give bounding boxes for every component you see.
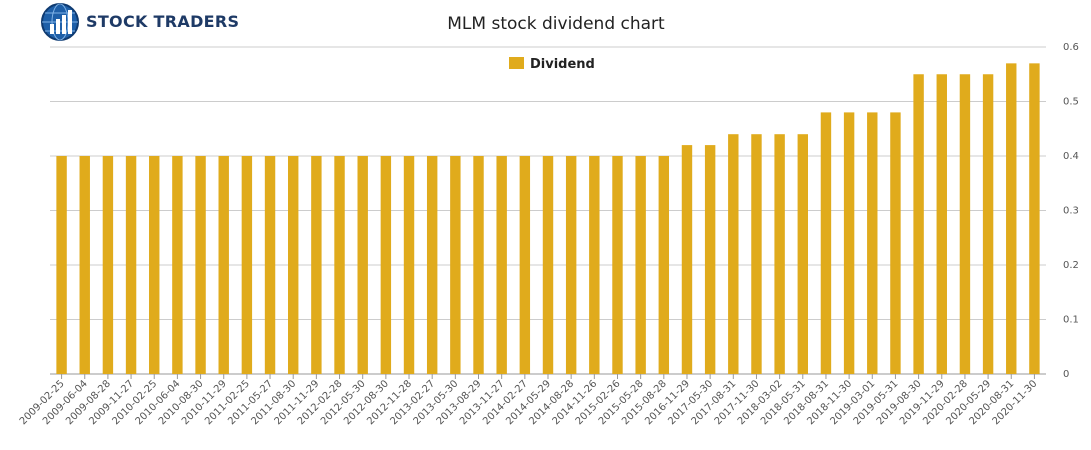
bar-2012-08-30 — [380, 156, 392, 374]
bar-2013-02-27 — [426, 156, 438, 374]
bar-2019-11-29 — [936, 74, 947, 374]
bar-2014-02-27 — [519, 156, 531, 374]
bars — [56, 63, 1040, 375]
bar-2013-05-30 — [450, 156, 461, 374]
bar-2010-11-29 — [218, 156, 229, 374]
bar-2020-02-28 — [959, 74, 971, 374]
bar-2011-08-30 — [288, 156, 299, 374]
bar-2010-06-04 — [172, 156, 183, 374]
bar-2018-05-31 — [797, 134, 808, 374]
y-axis-ticks: 0 0.1 0.2 0.3 0.4 0.5 0.6 — [1063, 42, 1079, 380]
bar-2009-02-25 — [56, 156, 67, 374]
bar-2011-11-29 — [311, 156, 322, 374]
bar-2011-02-25 — [241, 156, 253, 374]
bar-2019-05-31 — [890, 112, 901, 375]
bar-2015-05-28 — [635, 156, 646, 374]
x-axis-ticks: 2009-02-252009-06-042009-08-282009-11-27… — [18, 374, 1040, 427]
bar-2017-11-30 — [751, 134, 762, 374]
legend-swatch — [509, 57, 524, 69]
globe-chart-icon — [41, 3, 79, 41]
bar-2009-08-28 — [102, 156, 114, 374]
bar-2013-08-29 — [473, 156, 484, 374]
bar-2017-08-31 — [728, 134, 739, 374]
bar-2015-08-28 — [658, 156, 670, 374]
bar-2012-11-28 — [403, 156, 415, 374]
bar-2014-11-26 — [589, 156, 600, 374]
y-tick-label: 0.1 — [1063, 315, 1079, 326]
bar-2016-11-29 — [681, 145, 693, 374]
bar-2019-08-30 — [913, 74, 924, 374]
bar-2009-06-04 — [79, 156, 90, 374]
y-tick-label: 0.5 — [1063, 97, 1079, 108]
y-tick-label: 0 — [1063, 369, 1069, 380]
bar-2009-11-27 — [125, 156, 137, 374]
bar-2010-02-25 — [149, 156, 160, 374]
y-tick-label: 0.6 — [1063, 42, 1079, 53]
bar-2014-08-28 — [565, 156, 577, 374]
chart-title: MLM stock dividend chart — [447, 14, 665, 34]
y-tick-label: 0.2 — [1063, 260, 1079, 271]
bar-2012-05-30 — [357, 156, 368, 374]
bar-2012-02-28 — [334, 156, 345, 374]
y-tick-label: 0.3 — [1063, 206, 1079, 217]
legend-label: Dividend — [530, 57, 595, 72]
bar-2018-11-30 — [843, 112, 855, 375]
bar-2018-08-31 — [820, 112, 832, 375]
bar-2011-05-27 — [264, 156, 276, 374]
bar-2018-03-02 — [774, 134, 785, 374]
bar-2013-11-27 — [496, 156, 507, 374]
y-tick-label: 0.4 — [1063, 151, 1079, 162]
bar-2020-11-30 — [1029, 63, 1040, 374]
bar-2015-02-26 — [612, 156, 623, 374]
bar-2017-05-30 — [704, 145, 716, 374]
brand-logo: STOCK TRADERS DAILY — [41, 3, 240, 41]
bar-2020-08-31 — [1006, 63, 1017, 374]
bar-2014-05-29 — [542, 156, 554, 374]
bar-2010-08-30 — [195, 156, 206, 374]
bar-2019-03-01 — [867, 112, 878, 375]
legend: Dividend — [509, 57, 595, 72]
bar-2020-05-29 — [982, 74, 994, 374]
brand-name: STOCK TRADERS DAILY — [86, 12, 240, 31]
